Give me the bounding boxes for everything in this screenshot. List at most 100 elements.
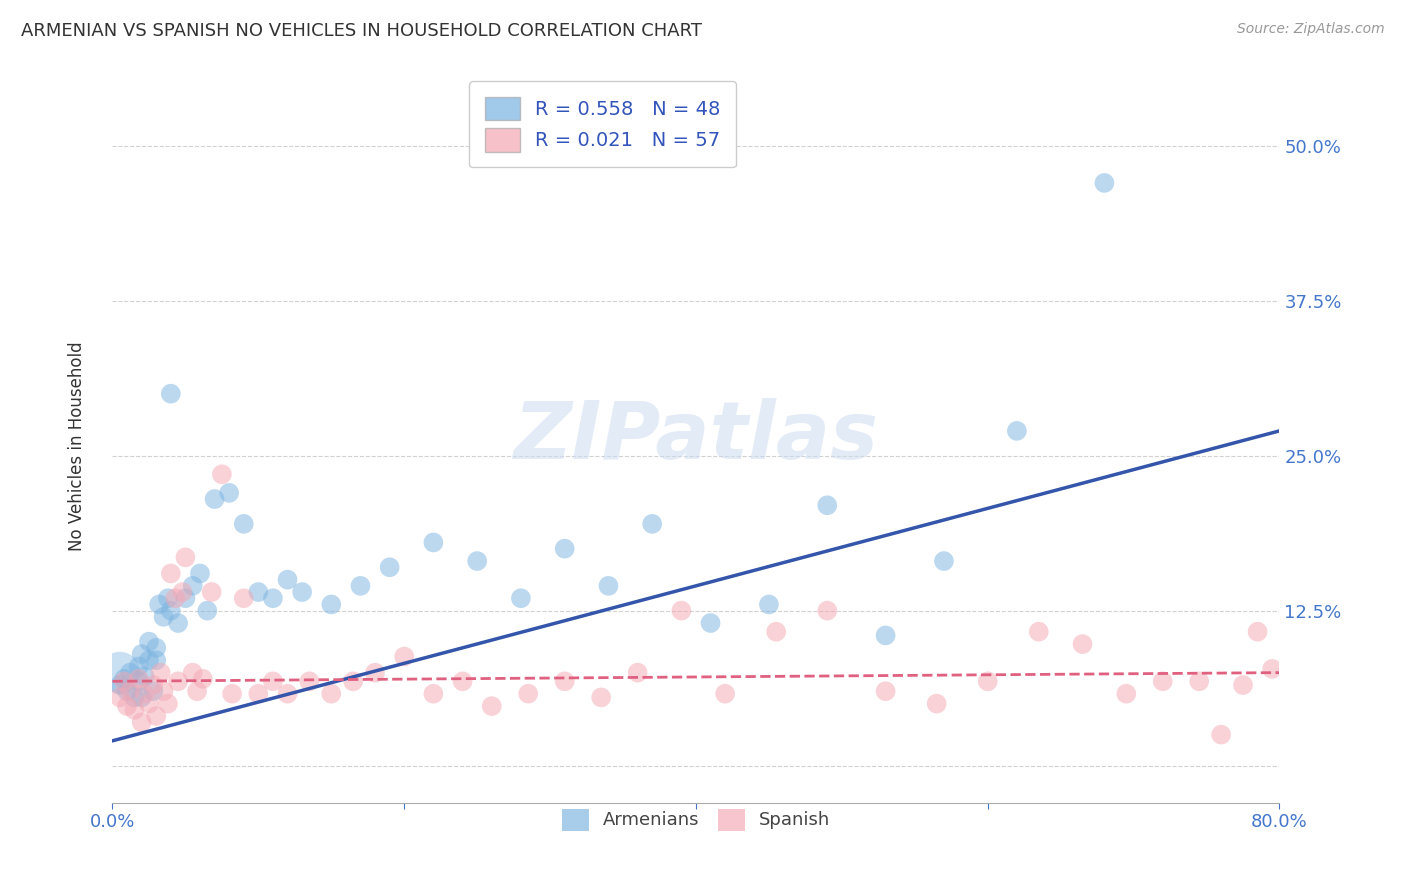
Text: No Vehicles in Household: No Vehicles in Household bbox=[69, 341, 86, 551]
Point bbox=[1005, 424, 1028, 438]
Point bbox=[247, 687, 270, 701]
Point bbox=[145, 653, 167, 667]
Point bbox=[815, 604, 838, 618]
Point bbox=[1115, 687, 1137, 701]
Point bbox=[195, 604, 218, 618]
Point bbox=[451, 674, 474, 689]
Point bbox=[124, 690, 146, 705]
Point bbox=[509, 591, 531, 606]
Point bbox=[191, 672, 214, 686]
Point bbox=[186, 684, 208, 698]
Point bbox=[321, 687, 343, 701]
Point bbox=[1209, 728, 1232, 742]
Point bbox=[108, 690, 131, 705]
Point bbox=[138, 653, 160, 667]
Point bbox=[321, 598, 343, 612]
Legend: Armenians, Spanish: Armenians, Spanish bbox=[547, 794, 845, 845]
Point bbox=[232, 516, 254, 531]
Point bbox=[291, 585, 314, 599]
Point bbox=[1071, 637, 1094, 651]
Point bbox=[142, 678, 165, 692]
Point bbox=[118, 684, 141, 698]
Point bbox=[145, 709, 167, 723]
Point bbox=[394, 649, 416, 664]
Point bbox=[342, 674, 364, 689]
Text: Source: ZipAtlas.com: Source: ZipAtlas.com bbox=[1237, 22, 1385, 37]
Point bbox=[1232, 678, 1254, 692]
Point bbox=[815, 498, 838, 512]
Point bbox=[128, 659, 150, 673]
Point bbox=[422, 687, 444, 701]
Text: ZIPatlas: ZIPatlas bbox=[513, 398, 879, 476]
Point bbox=[378, 560, 401, 574]
Point bbox=[218, 486, 240, 500]
Point bbox=[1152, 674, 1174, 689]
Point bbox=[976, 674, 998, 689]
Point bbox=[298, 674, 321, 689]
Point bbox=[112, 674, 135, 689]
Point bbox=[156, 697, 179, 711]
Point bbox=[276, 687, 298, 701]
Point bbox=[276, 573, 298, 587]
Point bbox=[247, 585, 270, 599]
Point bbox=[232, 591, 254, 606]
Point bbox=[134, 687, 156, 701]
Point bbox=[1246, 624, 1268, 639]
Point bbox=[875, 684, 897, 698]
Point bbox=[145, 640, 167, 655]
Point bbox=[188, 566, 211, 581]
Point bbox=[181, 665, 204, 680]
Point bbox=[481, 699, 503, 714]
Point bbox=[598, 579, 620, 593]
Point bbox=[174, 550, 197, 565]
Point bbox=[134, 669, 156, 683]
Point bbox=[108, 678, 131, 692]
Text: ARMENIAN VS SPANISH NO VEHICLES IN HOUSEHOLD CORRELATION CHART: ARMENIAN VS SPANISH NO VEHICLES IN HOUSE… bbox=[21, 22, 702, 40]
Point bbox=[152, 684, 174, 698]
Point bbox=[138, 697, 160, 711]
Point bbox=[131, 690, 153, 705]
Point bbox=[174, 591, 197, 606]
Point bbox=[1188, 674, 1211, 689]
Point bbox=[714, 687, 737, 701]
Point bbox=[554, 541, 576, 556]
Point bbox=[131, 647, 153, 661]
Point bbox=[142, 684, 165, 698]
Point bbox=[152, 610, 174, 624]
Point bbox=[201, 585, 224, 599]
Point bbox=[148, 598, 170, 612]
Point bbox=[465, 554, 488, 568]
Point bbox=[699, 615, 721, 630]
Point bbox=[627, 665, 650, 680]
Point bbox=[160, 604, 183, 618]
Point bbox=[262, 591, 284, 606]
Point bbox=[172, 585, 194, 599]
Point bbox=[138, 634, 160, 648]
Point bbox=[160, 566, 183, 581]
Point bbox=[591, 690, 613, 705]
Point bbox=[124, 703, 146, 717]
Point bbox=[165, 591, 187, 606]
Point bbox=[128, 672, 150, 686]
Point bbox=[758, 598, 780, 612]
Point bbox=[262, 674, 284, 689]
Point bbox=[765, 624, 787, 639]
Point bbox=[156, 591, 179, 606]
Point bbox=[364, 665, 387, 680]
Point bbox=[204, 491, 226, 506]
Point bbox=[181, 579, 204, 593]
Point bbox=[115, 699, 138, 714]
Point bbox=[554, 674, 576, 689]
Point bbox=[108, 665, 131, 680]
Point bbox=[422, 535, 444, 549]
Point bbox=[160, 386, 183, 401]
Point bbox=[875, 628, 897, 642]
Point bbox=[149, 665, 172, 680]
Point bbox=[925, 697, 948, 711]
Point bbox=[211, 467, 233, 482]
Point bbox=[517, 687, 540, 701]
Point bbox=[167, 615, 190, 630]
Point bbox=[131, 715, 153, 730]
Point bbox=[1094, 176, 1116, 190]
Point bbox=[671, 604, 693, 618]
